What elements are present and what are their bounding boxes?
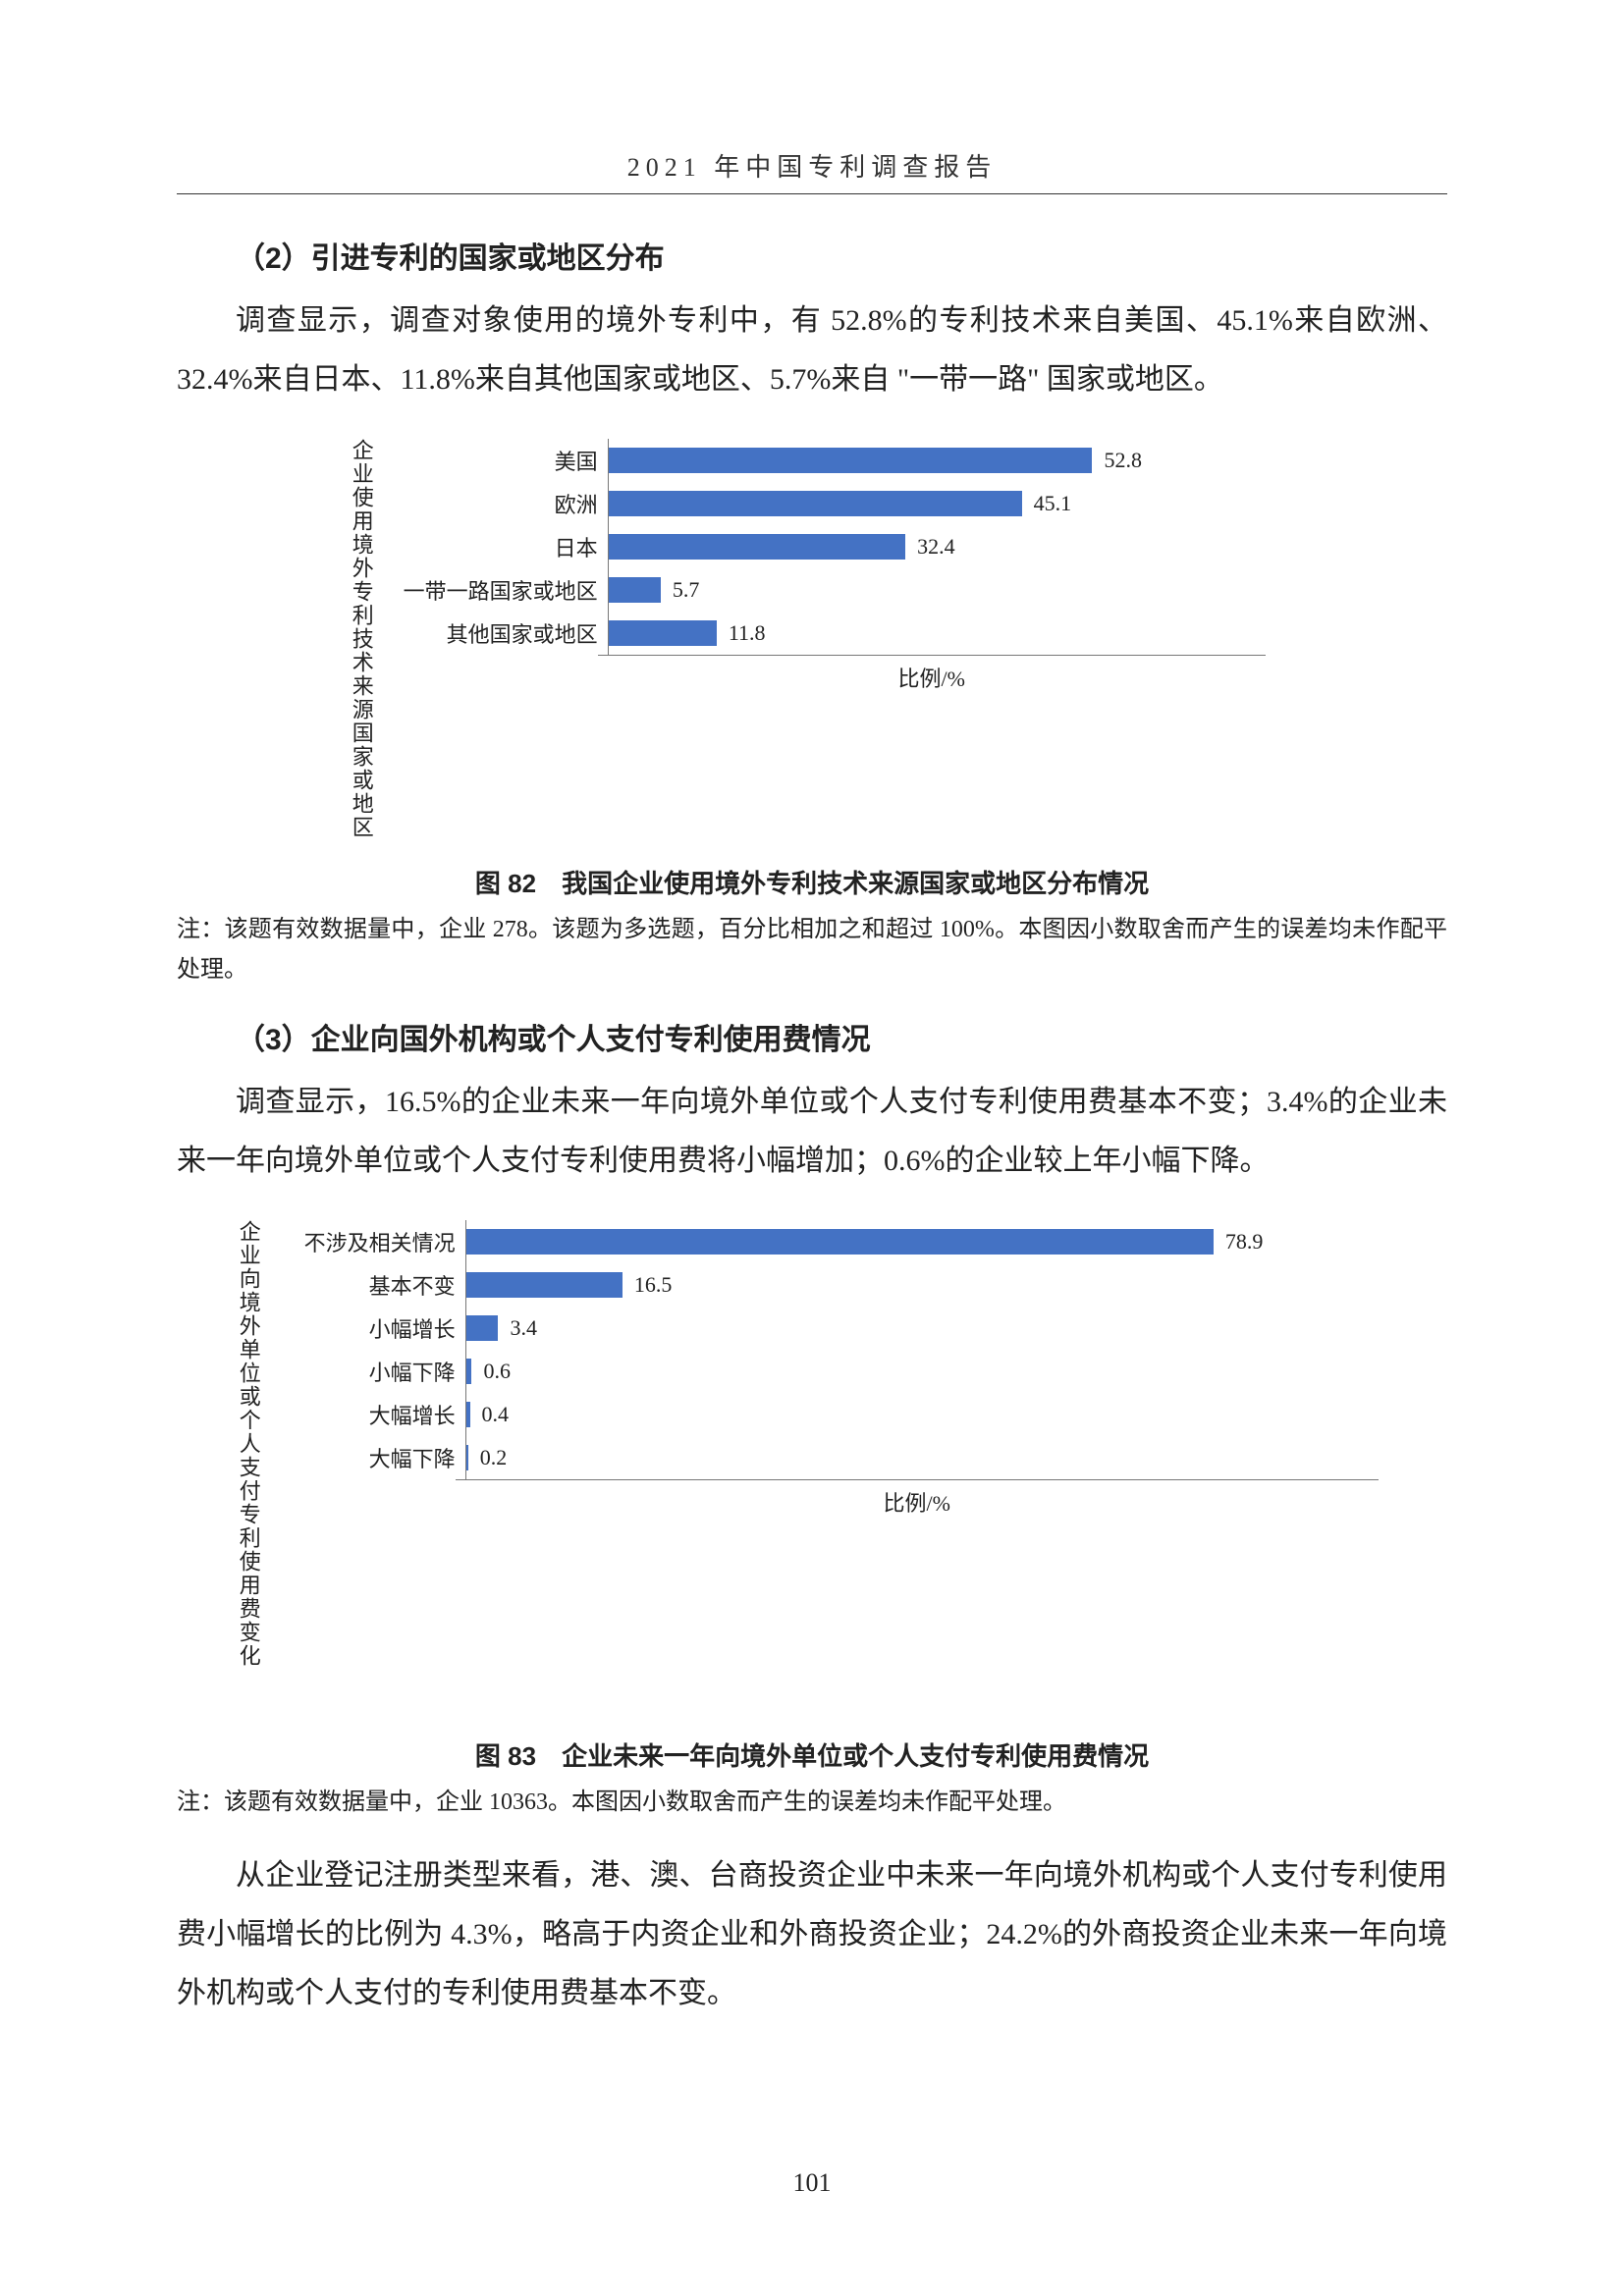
chart-category-label: 美国 — [382, 445, 608, 476]
chart-category-label: 日本 — [382, 531, 608, 562]
chart-row: 基本不变 16.5 — [269, 1263, 1389, 1307]
chart-category-label: 大幅下降 — [269, 1442, 465, 1473]
chart-value-label: 0.4 — [482, 1402, 510, 1427]
chart-bar — [609, 620, 717, 646]
chart-xlabel: 比例/% — [598, 655, 1266, 693]
section-1-para: 调查显示，调查对象使用的境外专利中，有 52.8%的专利技术来自美国、45.1%… — [177, 292, 1447, 409]
chart-category-label: 大幅增长 — [269, 1399, 465, 1430]
chart-bar — [466, 1315, 499, 1341]
chart-category-label: 不涉及相关情况 — [269, 1226, 465, 1257]
chart-row: 小幅下降 0.6 — [269, 1350, 1389, 1393]
chart-row: 其他国家或地区 11.8 — [382, 612, 1276, 655]
chart-axis-area: 0.6 — [465, 1350, 1389, 1393]
chart-value-label: 0.2 — [480, 1445, 508, 1470]
chart-axis-area: 78.9 — [465, 1220, 1389, 1263]
chart-bar — [466, 1445, 468, 1470]
chart-x-axis: 比例/% — [382, 655, 1276, 693]
chart-bar — [466, 1272, 623, 1298]
chart-value-label: 11.8 — [729, 620, 766, 646]
chart-bar — [609, 448, 1093, 473]
page: 2021 年中国专利调查报告 （2）引进专利的国家或地区分布 调查显示，调查对象… — [0, 0, 1624, 2296]
chart-83-ylabel-l2: 付专利使用费变化 — [235, 1479, 260, 1668]
chart-value-label: 52.8 — [1104, 448, 1142, 473]
chart-category-label: 其他国家或地区 — [382, 617, 608, 649]
chart-row: 不涉及相关情况 78.9 — [269, 1220, 1389, 1263]
section-1-title: （2）引进专利的国家或地区分布 — [177, 234, 1447, 277]
chart-value-label: 5.7 — [673, 577, 700, 603]
chart-bar — [466, 1359, 472, 1384]
chart-bar — [609, 491, 1022, 516]
chart-axis-area: 45.1 — [608, 482, 1276, 525]
chart-value-label: 3.4 — [510, 1315, 537, 1341]
chart-category-label: 小幅下降 — [269, 1356, 465, 1387]
chart-82-bars: 美国 52.8 欧洲 45.1 日本 32.4 一带一路国家或地区 5.7 其他国家或地区 11.… — [382, 439, 1276, 839]
chart-82-ylabel-l2: 术来源国家或地区 — [348, 651, 373, 839]
chart-83-note: 注：该题有效数据量中，企业 10363。本图因小数取舍而产生的误差均未作配平处理… — [177, 1783, 1447, 1823]
chart-83-bars: 不涉及相关情况 78.9 基本不变 16.5 小幅增长 3.4 小幅下降 0.6 大幅增长 0.4… — [269, 1220, 1389, 1668]
chart-row: 大幅增长 0.4 — [269, 1393, 1389, 1436]
chart-bar — [466, 1229, 1214, 1255]
chart-row: 美国 52.8 — [382, 439, 1276, 482]
chart-axis-area: 5.7 — [608, 568, 1276, 612]
chart-value-label: 16.5 — [634, 1272, 673, 1298]
section-2-para: 调查显示，16.5%的企业未来一年向境外单位或个人支付专利使用费基本不变；3.4… — [177, 1073, 1447, 1191]
chart-83-ylabel: 企业向境外单位或个人支付专利使用费变化 — [235, 1220, 268, 1668]
chart-82-ylabel-l1: 企业使用境外专利技 — [348, 439, 373, 651]
chart-category-label: 小幅增长 — [269, 1312, 465, 1344]
chart-axis-area: 16.5 — [465, 1263, 1389, 1307]
chart-value-label: 45.1 — [1034, 491, 1072, 516]
chart-category-label: 一带一路国家或地区 — [382, 574, 608, 606]
chart-axis-area: 52.8 — [608, 439, 1276, 482]
chart-axis-area: 0.2 — [465, 1436, 1389, 1479]
chart-row: 大幅下降 0.2 — [269, 1436, 1389, 1479]
chart-row: 小幅增长 3.4 — [269, 1307, 1389, 1350]
chart-x-axis: 比例/% — [269, 1479, 1389, 1518]
chart-value-label: 32.4 — [917, 534, 955, 560]
page-number: 101 — [177, 2168, 1447, 2198]
chart-axis-area: 32.4 — [608, 525, 1276, 568]
chart-category-label: 欧洲 — [382, 488, 608, 519]
section-2-title: （3）企业向国外机构或个人支付专利使用费情况 — [177, 1015, 1447, 1058]
chart-row: 一带一路国家或地区 5.7 — [382, 568, 1276, 612]
chart-row: 日本 32.4 — [382, 525, 1276, 568]
section-3-para: 从企业登记注册类型来看，港、澳、台商投资企业中未来一年向境外机构或个人支付专利使… — [177, 1846, 1447, 2023]
chart-83: 企业向境外单位或个人支付专利使用费变化 不涉及相关情况 78.9 基本不变 16.5 小… — [177, 1220, 1447, 1668]
chart-bar — [609, 534, 905, 560]
chart-value-label: 78.9 — [1225, 1229, 1264, 1255]
chart-83-caption: 图 83 企业未来一年向境外单位或个人支付专利使用费情况 — [177, 1736, 1447, 1773]
chart-category-label: 基本不变 — [269, 1269, 465, 1301]
chart-axis-area: 11.8 — [608, 612, 1276, 655]
chart-82-ylabel: 企业使用境外专利技术来源国家或地区 — [348, 439, 381, 839]
chart-xlabel: 比例/% — [456, 1479, 1379, 1518]
chart-axis-area: 3.4 — [465, 1307, 1389, 1350]
chart-83-ylabel-l1: 企业向境外单位或个人支 — [235, 1220, 260, 1479]
page-header: 2021 年中国专利调查报告 — [177, 147, 1447, 184]
chart-bar — [466, 1402, 470, 1427]
chart-82-caption: 图 82 我国企业使用境外专利技术来源国家或地区分布情况 — [177, 864, 1447, 900]
chart-row: 欧洲 45.1 — [382, 482, 1276, 525]
chart-82: 企业使用境外专利技术来源国家或地区 美国 52.8 欧洲 45.1 日本 32.4 一带一路… — [177, 439, 1447, 839]
chart-82-note: 注：该题有效数据量中，企业 278。该题为多选题，百分比相加之和超过 100%。… — [177, 910, 1447, 990]
header-rule — [177, 193, 1447, 194]
chart-axis-area: 0.4 — [465, 1393, 1389, 1436]
chart-value-label: 0.6 — [483, 1359, 511, 1384]
chart-bar — [609, 577, 661, 603]
